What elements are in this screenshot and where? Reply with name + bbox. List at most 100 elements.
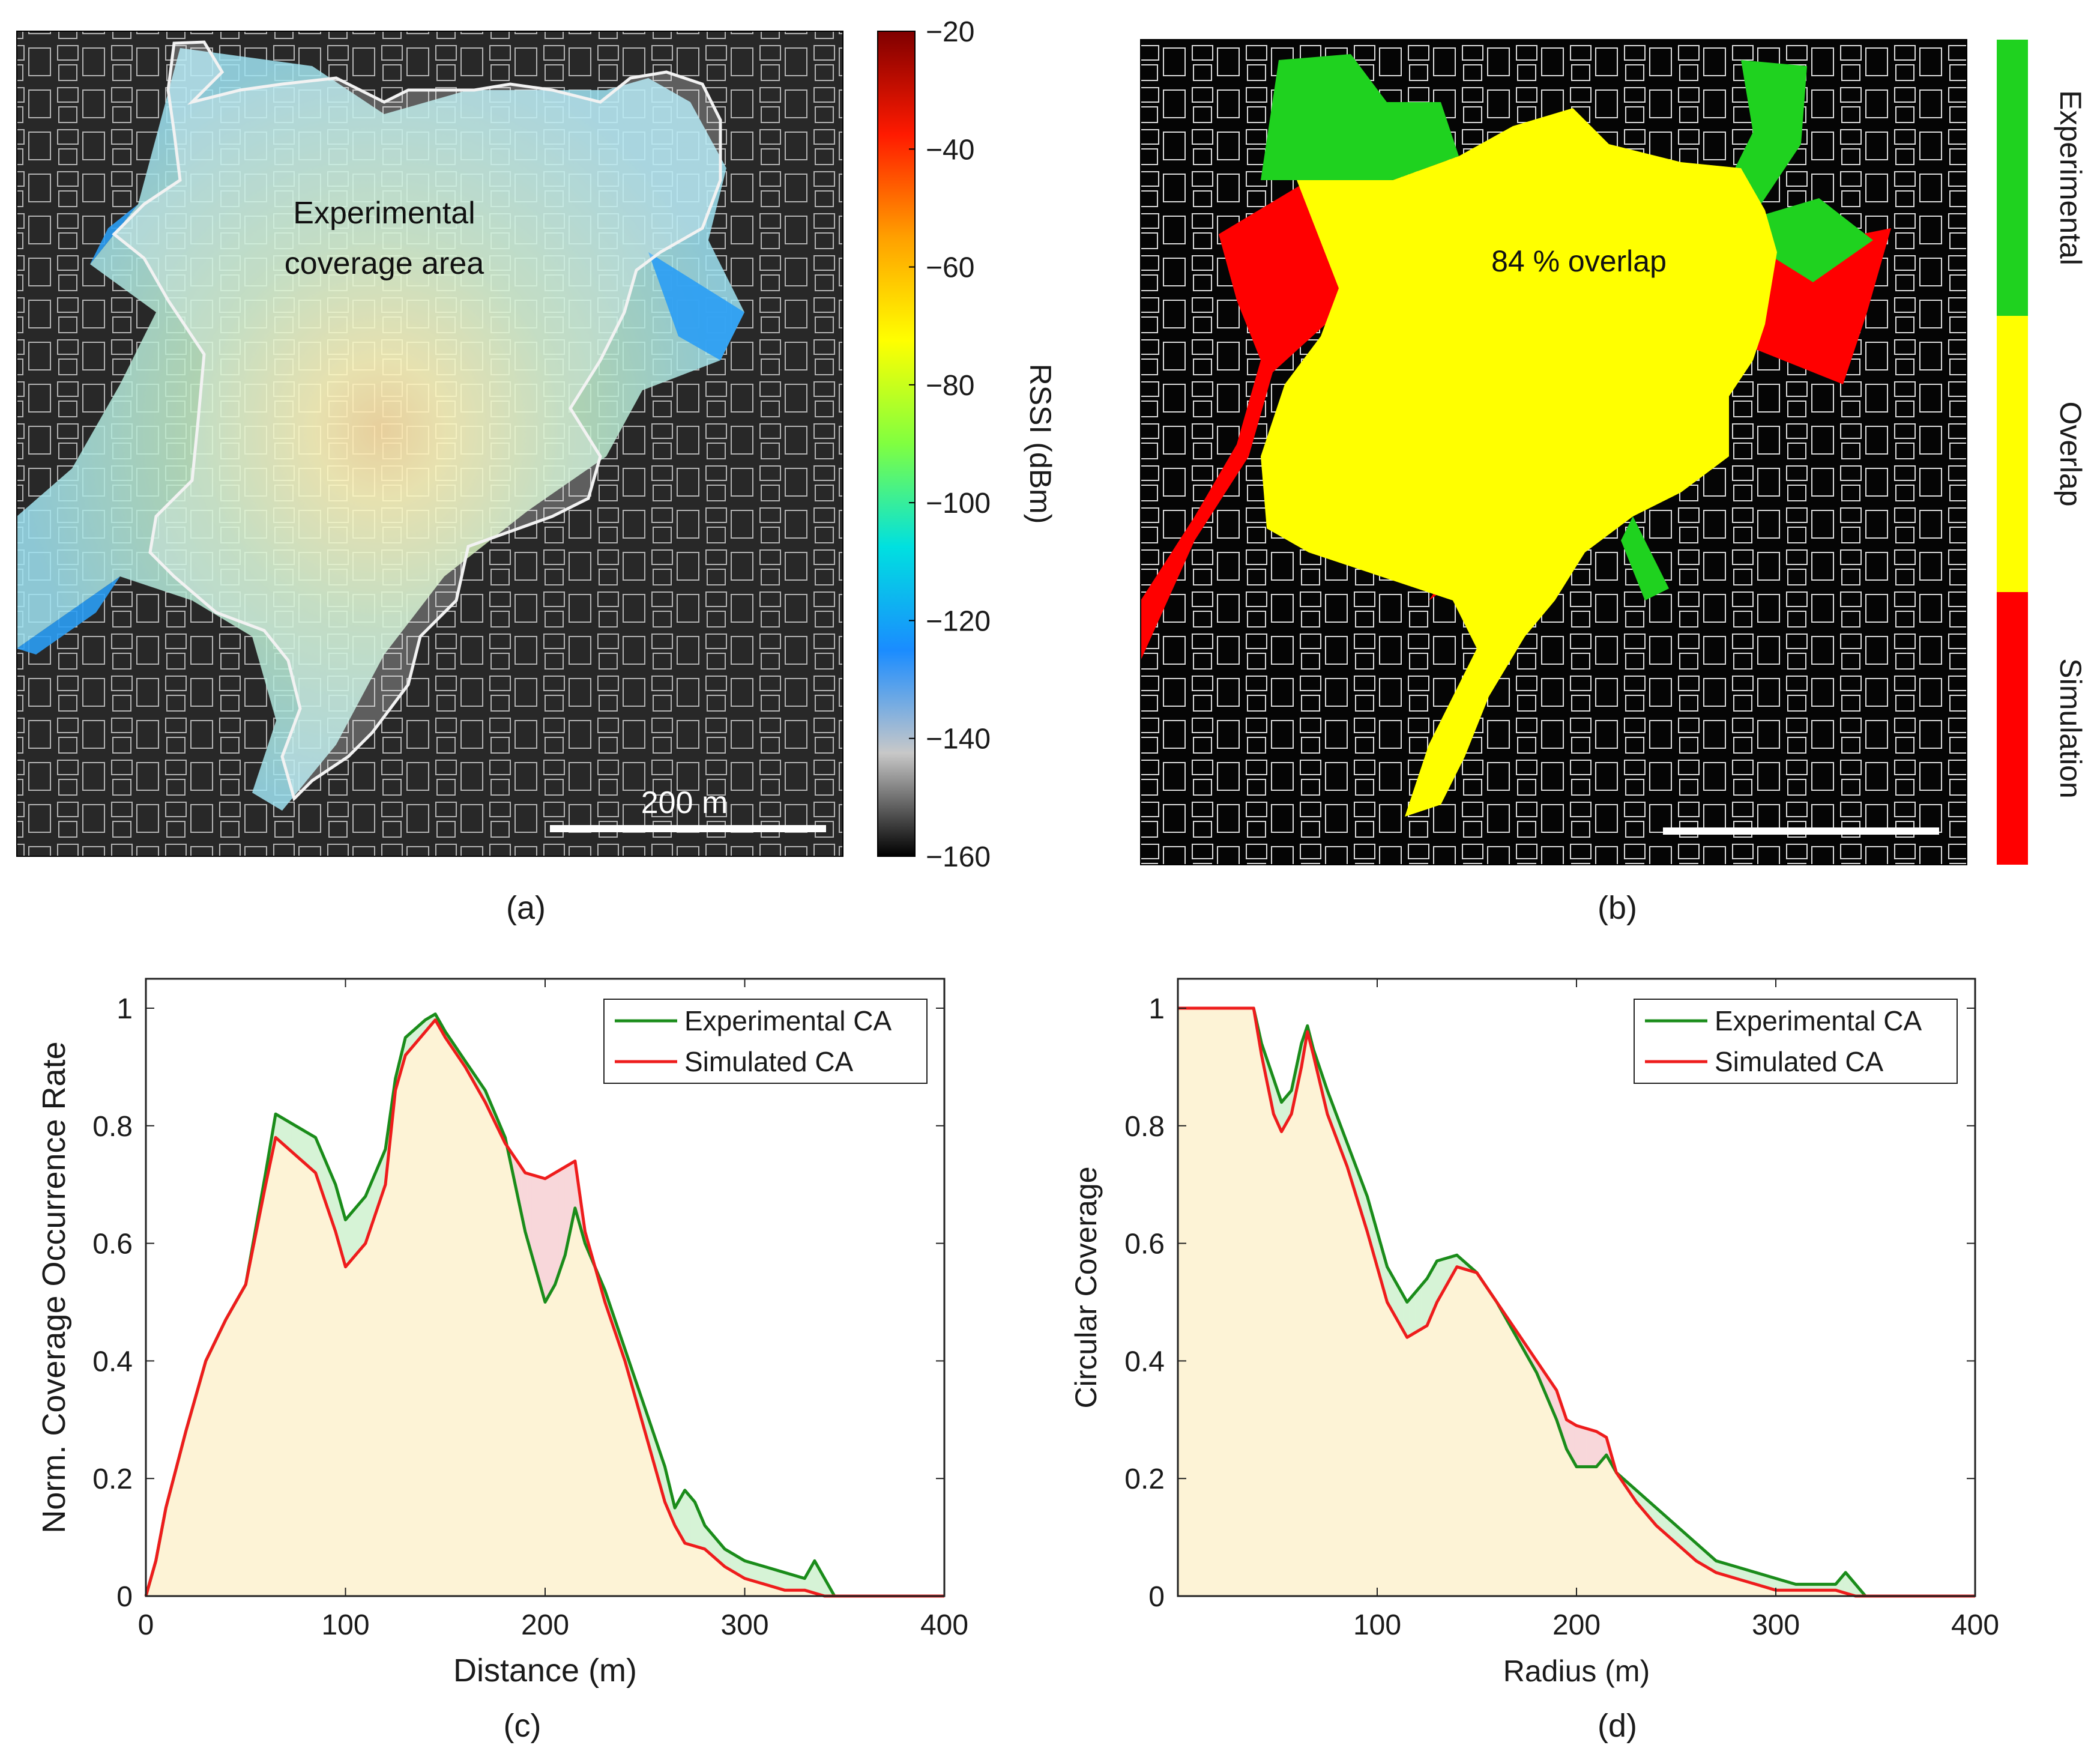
- chart-diff-fill: [297, 1126, 300, 1160]
- chart-diff-fill: [279, 1116, 282, 1143]
- chart-diff-fill: [770, 1568, 773, 1587]
- chart-diff-fill: [537, 1176, 540, 1281]
- chart-diff-fill: [551, 1173, 554, 1292]
- chart-diff-fill: [1578, 1426, 1581, 1467]
- chart-diff-fill: [557, 1170, 560, 1279]
- y-tick-label: 0: [1148, 1581, 1165, 1613]
- y-tick-label: 1: [1148, 993, 1165, 1025]
- chart-diff-fill: [728, 1551, 731, 1571]
- rssi-colorbar: [877, 31, 916, 857]
- chart-d-ylabel: Circular Coverage: [1069, 1167, 1103, 1409]
- chart-diff-fill: [1590, 1429, 1593, 1467]
- chart-diff-fill: [563, 1166, 566, 1262]
- experimental-coverage-outline: [112, 40, 722, 802]
- experimental-only-region: [1261, 54, 1873, 600]
- chart-diff-fill: [1425, 1278, 1428, 1328]
- chart-diff-fill: [561, 1167, 564, 1267]
- chart-diff-fill: [281, 1117, 284, 1145]
- chart-diff-fill: [774, 1569, 777, 1588]
- panel-a-coverage-map: Experimental coverage area 200 m −20−40−…: [16, 16, 1057, 926]
- x-tick-label: 300: [1752, 1609, 1800, 1641]
- chart-c-ylabel: Norm. Coverage Occurrence Rate: [36, 1041, 72, 1533]
- chart-diff-fill: [1592, 1430, 1595, 1467]
- chart-diff-fill: [547, 1176, 549, 1299]
- scalebar-a-label: 200 m: [641, 785, 728, 820]
- x-tick-label: 200: [521, 1609, 569, 1641]
- chart-diff-fill: [750, 1562, 753, 1581]
- chart-diff-fill: [792, 1574, 795, 1591]
- chart-diff-fill: [1417, 1287, 1420, 1332]
- chart-diff-fill: [293, 1124, 296, 1156]
- chart-diff-fill: [299, 1128, 302, 1161]
- coverage-fringe-blue: [17, 204, 744, 655]
- overlap-region: [1261, 108, 1777, 817]
- y-tick-label: 0.6: [1124, 1229, 1165, 1260]
- chart-diff-fill: [301, 1129, 304, 1163]
- panel-a-caption: (a): [506, 890, 546, 926]
- chart-diff-fill: [1598, 1432, 1601, 1465]
- chart-diff-fill: [689, 1494, 692, 1546]
- y-tick-label: 0.2: [1124, 1463, 1165, 1495]
- chart-d-legend: Experimental CA Simulated CA: [1634, 999, 1958, 1084]
- chart-diff-fill: [782, 1571, 785, 1591]
- chart-diff-fill: [549, 1175, 552, 1296]
- experimental-coverage-label-line2: coverage area: [285, 246, 484, 281]
- chart-diff-fill: [545, 1177, 548, 1303]
- rssi-colorbar-label: RSSI (dBm): [1024, 364, 1057, 524]
- chart-diff-fill: [740, 1558, 743, 1578]
- chart-diff-fill: [1584, 1427, 1587, 1467]
- y-tick-label: 0.8: [92, 1111, 133, 1143]
- rssi-colorbar-tick-label: −160: [926, 841, 991, 873]
- series-line-experimental: [1178, 1006, 1975, 1598]
- chart-diff-fill: [283, 1118, 286, 1147]
- chart-diff-fill: [347, 1214, 350, 1265]
- series-line-simulated: [144, 1018, 944, 1598]
- chart-diff-fill: [345, 1217, 348, 1268]
- chart-diff-fill: [738, 1556, 741, 1577]
- chart-diff-fill: [1594, 1430, 1597, 1467]
- panel-c-caption: (c): [504, 1708, 542, 1744]
- chart-diff-fill: [1413, 1292, 1416, 1334]
- overlap-percentage-label: 84 % overlap: [1491, 244, 1667, 278]
- chart-diff-fill: [291, 1123, 294, 1154]
- chart-diff-fill: [285, 1119, 288, 1149]
- experimental-coverage-label-line1: Experimental: [293, 196, 475, 231]
- map-a-frame: [16, 31, 843, 857]
- simulation-only-region: [1141, 180, 1891, 661]
- chart-diff-fill: [683, 1489, 686, 1544]
- chart-diff-fill: [309, 1133, 312, 1170]
- legend-b-simulation-swatch: [1997, 592, 2028, 865]
- chart-c-yticks: 0 0.2 0.4 0.6 0.8 1: [92, 993, 944, 1613]
- rssi-colorbar-tick-label: −60: [926, 252, 974, 284]
- chart-diff-fill: [277, 1114, 280, 1142]
- chart-diff-fill: [357, 1203, 360, 1254]
- rssi-colorbar-tick-label: −20: [926, 16, 974, 48]
- chart-diff-fill: [786, 1573, 789, 1591]
- legend-b-experimental-swatch: [1997, 40, 2028, 316]
- chart-diff-fill: [531, 1174, 534, 1260]
- chart-diff-fill: [686, 1492, 689, 1545]
- legend-b-overlap-swatch: [1997, 316, 2028, 592]
- x-tick-label: 0: [138, 1609, 154, 1641]
- chart-diff-fill: [558, 1169, 561, 1273]
- chart-c-lines: [144, 1012, 944, 1598]
- chart-diff-fill: [776, 1570, 779, 1589]
- chart-diff-fill: [766, 1567, 769, 1586]
- chart-diff-fill: [796, 1576, 799, 1591]
- panel-b-caption: (b): [1598, 890, 1637, 926]
- chart-diff-fill: [790, 1574, 793, 1591]
- chart-c-legend-label-experimental: Experimental CA: [684, 1005, 892, 1036]
- chart-diff-fill: [359, 1200, 362, 1251]
- chart-diff-fill: [752, 1562, 755, 1582]
- chart-diff-fill: [780, 1571, 783, 1590]
- chart-d-yticks: 0 0.2 0.4 0.6 0.8 1: [1124, 993, 1975, 1613]
- simulated-coverage-region: [17, 48, 744, 811]
- rssi-colorbar-tick-label: −80: [926, 370, 974, 402]
- chart-diff-fill: [351, 1209, 354, 1260]
- chart-diff-fill: [305, 1131, 308, 1167]
- x-tick-label: 100: [1353, 1609, 1401, 1641]
- y-tick-label: 0.2: [92, 1463, 133, 1495]
- chart-diff-fill: [736, 1555, 739, 1576]
- chart-diff-fill: [784, 1572, 787, 1591]
